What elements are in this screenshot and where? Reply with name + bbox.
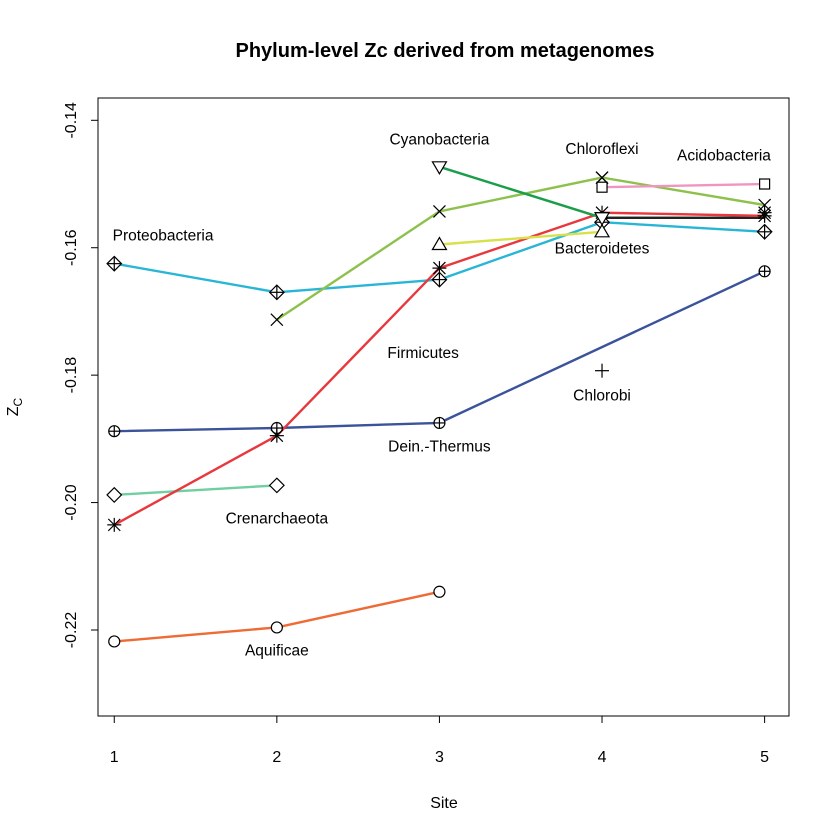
data-point-proteobacteria: [268, 284, 285, 301]
y-axis-label: ZC: [5, 397, 25, 416]
data-point-firmicutes: [107, 517, 122, 532]
data-point-dein-thermus: [433, 416, 446, 430]
data-point-proteobacteria: [756, 223, 773, 240]
data-point-aquificae: [433, 585, 446, 598]
data-point-cyanobacteria: [270, 313, 284, 327]
series-line-dein-thermus: [114, 270, 766, 433]
data-point-chlorobi: [595, 363, 610, 378]
marker-circle: [270, 621, 283, 634]
data-point-chloroflexi: [593, 212, 611, 226]
series-label: Cyanobacteria: [389, 132, 489, 149]
data-point-aquificae: [270, 621, 283, 634]
marker-stroke: [270, 313, 284, 327]
series-label: Proteobacteria: [113, 228, 214, 245]
chart-title: Phylum-level Zc derived from metagenomes: [235, 40, 654, 62]
series-label: Firmicutes: [387, 345, 459, 362]
series-line-crenarchaeota: [114, 484, 277, 497]
y-tick-label: -0.14: [63, 102, 80, 139]
y-axis-label-main: Z: [5, 406, 22, 416]
series-line-aquificae: [114, 590, 440, 643]
x-tick-label: 2: [272, 749, 281, 766]
y-tick-label: -0.16: [63, 229, 80, 266]
series-label: Bacteroidetes: [555, 240, 650, 257]
data-point-dein-thermus: [108, 425, 121, 438]
x-axis: 1 2 3 4 5: [110, 715, 769, 766]
data-point-acidobacteria: [596, 181, 608, 193]
series-line-cyanobacteria: [276, 176, 765, 321]
data-point-chloroflexi: [431, 161, 448, 175]
marker-triangle-down: [431, 161, 448, 175]
data-point-crenarchaeota: [106, 486, 123, 503]
x-tick-label: 4: [598, 749, 607, 766]
series-line-bacteroidetes: [439, 230, 603, 246]
marker-circle: [108, 635, 121, 648]
x-axis-label: Site: [430, 795, 458, 812]
data-point-extra: [595, 171, 609, 185]
series-label: Aquificae: [245, 642, 309, 659]
series-label: Acidobacteria: [677, 147, 771, 164]
data-point-extra: [757, 205, 772, 220]
data-point-bacteroidetes: [593, 223, 611, 238]
series-label: Chlorobi: [573, 388, 631, 405]
marker-diamond: [268, 477, 285, 494]
marker-square: [759, 178, 771, 190]
annotations: Proteobacteria Cyanobacteria Chloroflexi Ac…: [113, 132, 772, 660]
series-lines: [113, 165, 766, 643]
x-tick-label: 5: [760, 749, 769, 766]
marker-diamond: [106, 486, 123, 503]
data-point-dein-thermus: [270, 421, 283, 435]
marker-triangle-down: [593, 212, 611, 226]
data-point-aquificae: [108, 635, 121, 648]
data-point-bacteroidetes: [431, 236, 448, 251]
x-tick-label: 1: [110, 749, 119, 766]
y-tick-label: -0.20: [63, 484, 80, 521]
marker-triangle: [431, 236, 448, 251]
data-point-acidobacteria: [759, 178, 771, 190]
y-tick-label: -0.18: [63, 357, 80, 394]
series-label: Chloroflexi: [565, 141, 638, 158]
series-label: Crenarchaeota: [226, 511, 329, 528]
series-line-acidobacteria: [601, 182, 765, 189]
data-point-crenarchaeota: [268, 477, 285, 494]
series-line-chloroflexi: [439, 165, 603, 219]
series-line-firmicutes: [113, 211, 765, 526]
y-axis-label-sub: C: [11, 397, 25, 406]
marker-stroke: [433, 204, 446, 218]
marker-circle: [433, 585, 446, 598]
data-point-proteobacteria: [106, 255, 123, 272]
y-axis: -0.22 -0.20 -0.18 -0.16 -0.14: [63, 102, 99, 649]
marker-triangle: [593, 223, 611, 238]
marker-stroke: [595, 171, 609, 185]
x-tick-label: 3: [435, 749, 444, 766]
series-label: Dein.-Thermus: [388, 439, 491, 456]
y-tick-label: -0.22: [63, 612, 80, 649]
data-point-firmicutes: [269, 428, 284, 443]
marker-square: [596, 181, 608, 193]
data-point-firmicutes: [432, 261, 447, 276]
series-markers: [106, 161, 773, 648]
data-point-cyanobacteria: [433, 204, 446, 218]
data-point-dein-thermus: [758, 265, 771, 278]
